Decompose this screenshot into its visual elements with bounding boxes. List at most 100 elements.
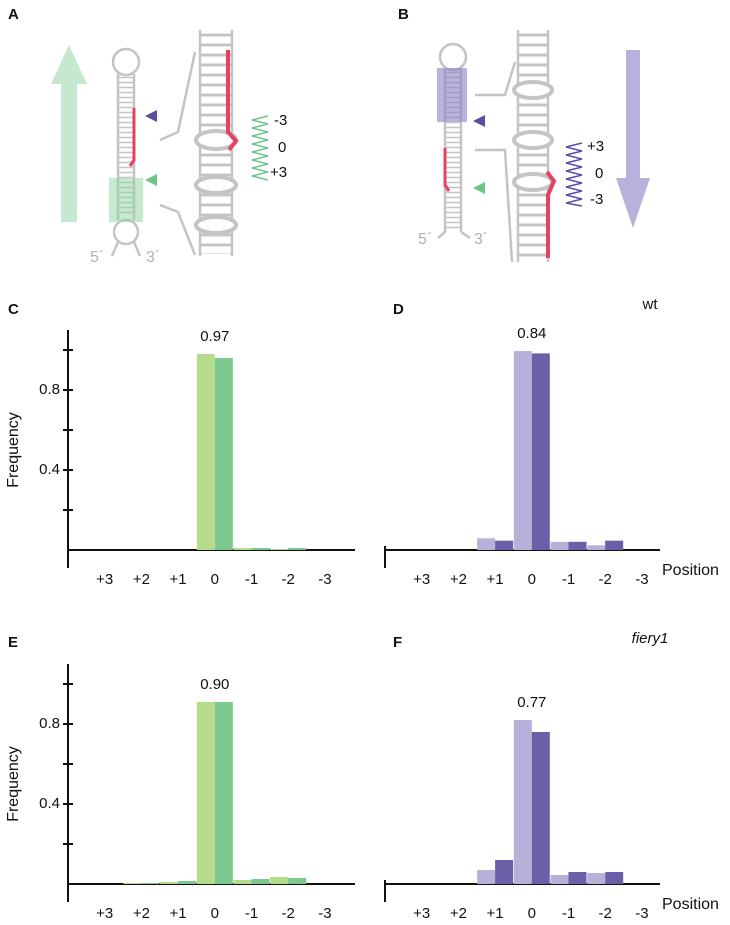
bar: [141, 883, 160, 884]
bar: [233, 548, 252, 550]
x-tick-label: -1: [562, 571, 575, 588]
bar: [123, 883, 142, 884]
x-tick-label: -3: [318, 905, 331, 922]
bulge: [512, 172, 554, 192]
marker: [473, 182, 485, 194]
bar: [251, 879, 270, 884]
highlight: [226, 50, 239, 152]
highlight-box: [109, 178, 143, 222]
shift-label: 0: [278, 139, 286, 156]
y-tick-label: 0.4: [39, 795, 60, 812]
strand: [437, 231, 446, 239]
bar: [270, 549, 289, 550]
bar: [531, 353, 550, 550]
panel-letter: D: [393, 301, 404, 318]
bar: [160, 882, 179, 884]
bulge: [194, 175, 238, 195]
strand: [460, 230, 471, 240]
end-label: 3´: [474, 231, 488, 248]
y-axis-title: Frequency: [5, 746, 22, 822]
marker: [145, 110, 157, 122]
bar: [513, 351, 532, 550]
highlight: [443, 148, 451, 192]
bar: [178, 881, 197, 884]
x-tick-label: +3: [96, 571, 113, 588]
x-tick-label: +3: [96, 905, 113, 922]
zoom-line: [475, 61, 517, 97]
bar: [568, 872, 587, 884]
bar: [550, 541, 569, 550]
x-tick-label: -2: [599, 571, 612, 588]
x-tick-label: +1: [170, 905, 187, 922]
arrow: [61, 80, 77, 222]
panel-letter: C: [8, 301, 19, 318]
bar: [531, 732, 550, 884]
marker: [473, 115, 485, 127]
bar: [251, 548, 270, 550]
x-tick-label: -1: [245, 905, 258, 922]
bar: [214, 702, 233, 884]
shift-label: 0: [595, 165, 603, 182]
shift-label: -3: [274, 112, 287, 129]
end-label: 5´: [90, 249, 104, 266]
panel-letter: A: [8, 6, 19, 23]
loop: [112, 218, 140, 246]
x-tick-label: 0: [211, 905, 219, 922]
bulge: [512, 80, 554, 100]
bar: [233, 880, 252, 884]
loop: [438, 42, 468, 72]
bar: [513, 720, 532, 884]
strand: [132, 241, 142, 257]
x-tick-label: +2: [133, 571, 150, 588]
bar-annotation: 0.77: [517, 694, 546, 711]
x-tick-label: +2: [450, 905, 467, 922]
y-tick-label: 0.4: [39, 461, 60, 478]
x-tick-label: -3: [635, 905, 648, 922]
bar: [605, 540, 624, 550]
x-tick-label: +2: [450, 571, 467, 588]
bar: [477, 538, 496, 550]
bar: [495, 540, 514, 550]
bulge: [512, 130, 554, 150]
y-tick-label: 0.8: [39, 715, 60, 732]
x-tick-label: +3: [413, 905, 430, 922]
end-label: 5´: [418, 231, 432, 248]
zoom-line: [159, 203, 197, 256]
highlight: [545, 170, 557, 258]
arrow: [51, 45, 87, 84]
marker: [145, 174, 157, 186]
x-tick-label: +3: [413, 571, 430, 588]
bar-annotation: 0.90: [200, 676, 229, 693]
bulge: [194, 215, 238, 235]
x-tick-label: -2: [282, 905, 295, 922]
panel-letter: B: [398, 6, 409, 23]
strand: [110, 241, 120, 257]
x-tick-label: -1: [562, 905, 575, 922]
diagram-b: 5´ 3´ +3 0 -3: [418, 30, 650, 263]
bar-annotation: 0.97: [200, 328, 229, 345]
arrow: [626, 50, 640, 180]
x-tick-label: 0: [211, 571, 219, 588]
condition-label: fiery1: [632, 630, 669, 647]
x-tick-label: -2: [282, 571, 295, 588]
x-tick-label: -3: [318, 571, 331, 588]
bar: [495, 860, 514, 884]
bar: [587, 873, 606, 884]
shift-marks: [251, 115, 269, 181]
bar: [196, 702, 215, 884]
y-axis-title: Frequency: [5, 412, 22, 488]
panel-letters: A B C D E F: [8, 6, 409, 651]
bar: [288, 878, 307, 884]
diagram-a: 5´ 3´ -3 0 +3: [51, 30, 287, 266]
bar: [196, 354, 215, 550]
panel-letter: F: [393, 634, 402, 651]
x-tick-label: +1: [487, 905, 504, 922]
shift-marks: [565, 142, 583, 207]
x-tick-label: +1: [487, 571, 504, 588]
arrow: [616, 178, 650, 228]
x-axis-title: Position: [662, 562, 719, 579]
bar-annotation: 0.84: [517, 325, 546, 342]
x-tick-label: -2: [599, 905, 612, 922]
x-tick-label: -1: [245, 571, 258, 588]
x-tick-label: +1: [170, 571, 187, 588]
